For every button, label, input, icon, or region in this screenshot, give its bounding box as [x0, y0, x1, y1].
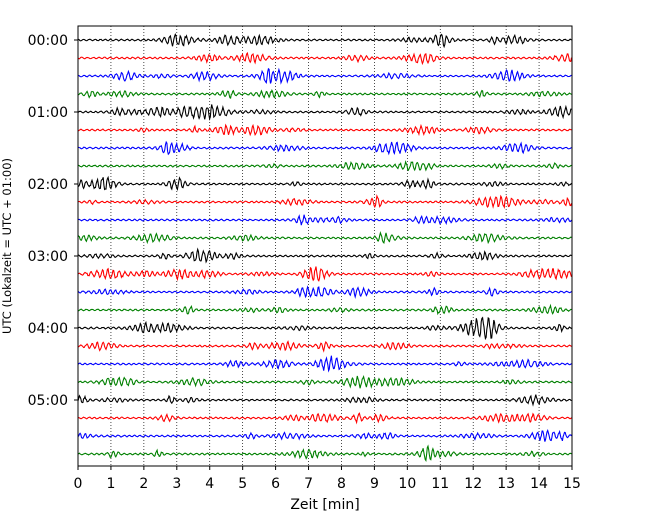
y-axis-label: UTC (Lokalzeit = UTC + 01:00)	[0, 158, 14, 334]
x-axis-label: Zeit [min]	[290, 497, 359, 513]
seismogram-trace	[77, 67, 572, 85]
x-tick-label: 10	[398, 476, 416, 492]
seismogram-trace	[77, 340, 572, 353]
seismogram-trace	[77, 355, 572, 373]
y-tick-label: 03:00	[28, 249, 68, 265]
x-axis-ticks: 0 1 2 3 4 5 6 7 8 9 10 11 12 13 14 15	[74, 466, 581, 492]
seismogram-trace	[77, 51, 573, 66]
plot-frame	[77, 25, 573, 467]
seismogram-trace	[77, 374, 572, 389]
x-tick-label: 11	[431, 476, 449, 492]
x-tick-label: 3	[172, 476, 181, 492]
seismogram-traces	[77, 33, 573, 462]
x-tick-label: 4	[205, 476, 214, 492]
seismogram-trace	[77, 247, 572, 264]
x-tick-label: 15	[563, 476, 581, 492]
x-tick-label: 2	[139, 476, 148, 492]
seismogram-trace	[77, 140, 572, 156]
seismogram-trace	[77, 214, 572, 226]
x-tick-label: 5	[238, 476, 247, 492]
x-tick-label: 14	[530, 476, 548, 492]
y-tick-label: 04:00	[28, 321, 68, 337]
seismogram-trace	[77, 429, 572, 442]
seismogram-trace	[77, 231, 572, 245]
y-tick-label: 05:00	[28, 393, 68, 409]
y-tick-label: 00:00	[28, 33, 68, 49]
y-axis-ticks: 00:00 01:00 02:00 03:00 04:00 05:00	[28, 33, 78, 409]
seismogram-trace	[77, 412, 572, 425]
seismogram-trace	[77, 123, 572, 137]
seismogram-trace	[77, 88, 572, 100]
seismogram-trace	[77, 285, 572, 299]
vertical-grid-lines	[110, 26, 540, 466]
seismogram-trace	[77, 193, 573, 210]
seismogram-trace	[77, 160, 572, 172]
seismogram-trace	[77, 266, 573, 282]
y-tick-label: 01:00	[28, 105, 68, 121]
x-tick-label: 13	[497, 476, 515, 492]
seismogram-trace	[77, 444, 572, 462]
x-tick-label: 0	[74, 476, 83, 492]
seismogram-trace	[77, 316, 572, 341]
x-tick-label: 1	[106, 476, 115, 492]
seismogram-trace	[77, 104, 572, 121]
seismogram-trace	[77, 303, 572, 316]
seismogram-trace	[77, 175, 572, 191]
y-tick-label: 02:00	[28, 177, 68, 193]
x-tick-label: 12	[464, 476, 482, 492]
x-tick-label: 9	[370, 476, 379, 492]
x-tick-label: 7	[304, 476, 313, 492]
seismogram-trace	[77, 33, 572, 49]
x-tick-label: 6	[271, 476, 280, 492]
plot-background	[78, 26, 572, 466]
seismogram-trace	[77, 394, 572, 407]
x-tick-label: 8	[337, 476, 346, 492]
